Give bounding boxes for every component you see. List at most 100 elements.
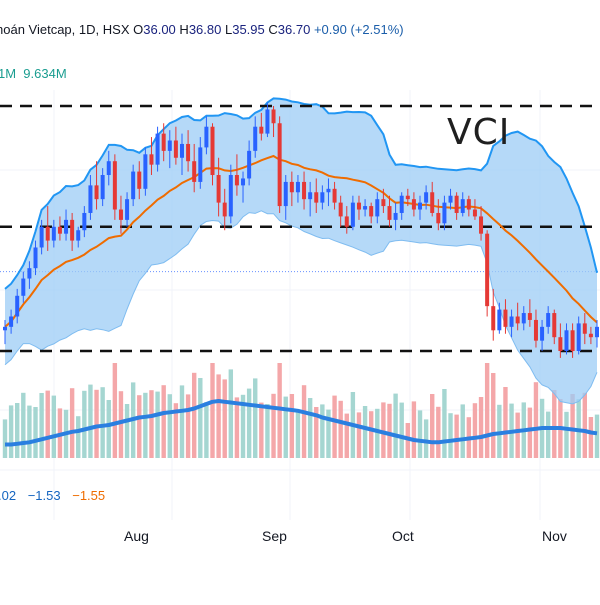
oscillator-legend: .02 −1.53 −1.55: [0, 488, 105, 503]
candle-body: [118, 209, 123, 220]
volume-bar: [368, 411, 374, 458]
volume-bar: [515, 412, 520, 458]
volume-bar: [430, 394, 435, 458]
candle-body: [241, 178, 246, 186]
volume-bar: [460, 404, 465, 458]
candle: [350, 195, 355, 231]
candle: [210, 123, 215, 186]
candle: [33, 240, 38, 276]
volume-bar: [253, 378, 258, 458]
candle-body: [234, 175, 239, 186]
dashed-levels-layer: [0, 104, 600, 353]
open-label: O: [133, 22, 144, 37]
volume-bar: [527, 407, 533, 458]
candle: [314, 178, 319, 213]
candle-body: [350, 202, 355, 227]
candle: [546, 306, 551, 334]
candle: [143, 147, 148, 196]
volume-bar: [161, 385, 166, 458]
volume-bar: [185, 394, 191, 458]
candle-body: [363, 206, 368, 210]
upper-band-line: [4, 97, 598, 290]
candle-body: [198, 147, 203, 182]
candle: [259, 112, 264, 141]
volume-bar: [118, 391, 124, 458]
candle-body: [356, 202, 361, 210]
candle-body: [210, 126, 215, 176]
volume-bar: [320, 404, 325, 458]
candle: [179, 133, 184, 176]
volume-bar: [448, 413, 453, 458]
volume-bar: [69, 388, 75, 458]
volume-bar: [295, 410, 301, 458]
volume-bar: [454, 414, 459, 458]
volume-bar: [326, 409, 331, 458]
candle-body: [21, 278, 26, 296]
candle: [228, 164, 233, 224]
candle: [570, 323, 575, 358]
candle: [387, 195, 392, 227]
candle-body: [57, 226, 62, 234]
volume-bar: [2, 419, 8, 458]
candle-body: [375, 199, 380, 217]
volume-bar: [210, 363, 215, 458]
candle: [533, 309, 538, 348]
candle-body: [448, 195, 453, 203]
candle-body: [393, 212, 398, 220]
candle-body: [64, 219, 69, 234]
candle: [326, 178, 331, 207]
candle: [552, 309, 557, 345]
volume-bar: [15, 403, 20, 458]
symbol-name: hoán Vietcap: [0, 22, 72, 37]
candle-body: [27, 268, 32, 279]
candle: [381, 188, 386, 213]
candle: [106, 150, 111, 186]
candle-body: [479, 216, 484, 234]
candle: [100, 168, 105, 207]
volume-layer: [2, 363, 600, 458]
candle: [112, 154, 117, 220]
candle-body: [595, 326, 599, 338]
candle: [497, 302, 502, 334]
candle-body: [3, 326, 7, 331]
candle-body: [485, 233, 490, 307]
volume-bar: [33, 407, 38, 458]
volume-bar: [594, 414, 600, 458]
candle-body: [546, 313, 551, 327]
change-value: +0.90: [313, 22, 347, 37]
candle: [363, 199, 368, 217]
candle-body: [399, 195, 404, 213]
volume-bar: [417, 410, 423, 458]
candle-body: [204, 126, 209, 148]
candle-body: [521, 313, 526, 324]
candle: [192, 143, 197, 193]
candle-body: [265, 109, 270, 134]
candle-body: [45, 226, 50, 241]
candle-body: [314, 192, 319, 203]
candle: [540, 319, 545, 351]
candle-body: [454, 195, 459, 213]
candle-body: [192, 161, 197, 182]
candle-body: [9, 316, 14, 327]
volume-bar: [381, 402, 386, 458]
candle-body: [418, 202, 423, 210]
candle-body: [143, 154, 148, 189]
candle: [436, 199, 441, 231]
volume-bar: [82, 390, 87, 458]
candle-body: [332, 188, 337, 203]
x-tick-sep: Sep: [262, 528, 287, 544]
band-layer: [4, 97, 598, 405]
volume-bar: [179, 385, 185, 458]
candle: [521, 306, 526, 331]
candle: [509, 309, 514, 338]
candle-body: [552, 313, 557, 338]
volume-bar: [216, 374, 221, 458]
candle: [302, 171, 307, 210]
osc-value-b: −1.53: [27, 488, 61, 503]
volume-bar: [423, 419, 429, 458]
candle-body: [515, 316, 520, 324]
volume-bar: [552, 390, 557, 458]
candle-body: [277, 123, 282, 207]
